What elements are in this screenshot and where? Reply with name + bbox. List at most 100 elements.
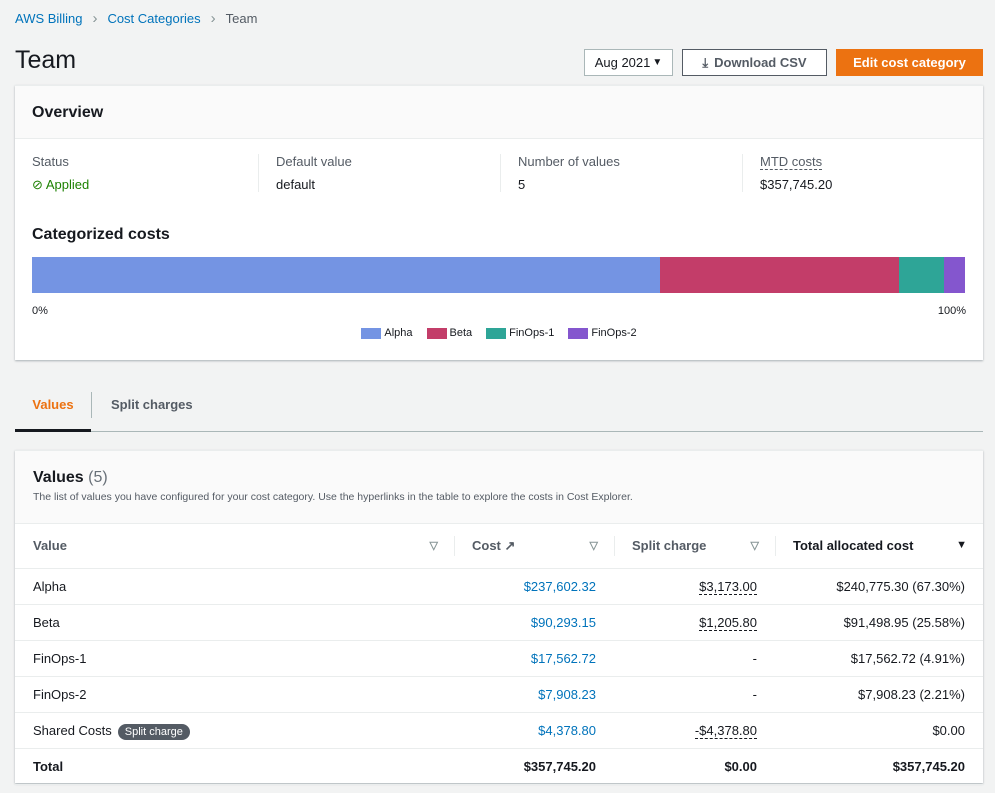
total-allocated-cell: $91,498.95 (25.58%): [775, 604, 983, 641]
total-row: Total $357,745.20 $0.00 $357,745.20: [15, 748, 983, 785]
legend-item[interactable]: FinOps-2: [568, 327, 637, 339]
cost-link[interactable]: $237,602.32: [523, 578, 596, 594]
total-cost: $357,745.20: [454, 748, 614, 785]
mtd-value: $357,745.20: [760, 177, 833, 192]
tab-split-charges[interactable]: Split charges: [111, 397, 193, 412]
breadcrumb-current: Team: [225, 11, 258, 26]
cost-cell: $90,293.15: [454, 604, 614, 641]
sort-icon[interactable]: ▽: [429, 540, 438, 552]
external-link-icon: ↗: [504, 537, 516, 553]
cost-link[interactable]: $7,908.23: [538, 686, 596, 702]
legend-label: Beta: [449, 327, 473, 339]
overview-card: Overview Status ⊘ Applied Default value …: [15, 85, 983, 360]
split-value[interactable]: $3,173.00: [699, 578, 757, 595]
legend-swatch: [426, 327, 447, 339]
column-label: Value: [33, 538, 67, 554]
tab-divider: [91, 392, 92, 418]
stacked-bar: [32, 257, 965, 293]
value-cell: FinOps-1: [15, 640, 454, 677]
status-field: Status ⊘ Applied: [32, 154, 272, 193]
value-name: FinOps-2: [33, 686, 87, 702]
column-label: Total allocated cost: [793, 538, 914, 554]
column-divider: [775, 536, 776, 556]
values-table: Value ▽ Cost ↗ ▽ Split charge ▽ Total alloc…: [15, 524, 983, 785]
values-card: Values (5) The list of values you have c…: [15, 450, 983, 785]
legend-label: Alpha: [384, 327, 413, 339]
split-cell: $1,205.80: [614, 604, 775, 641]
total-allocated-cell: $17,562.72 (4.91%): [775, 640, 983, 677]
column-header-value[interactable]: Value ▽: [15, 524, 454, 569]
total-split: $0.00: [614, 748, 775, 785]
bar-segment-finops-2[interactable]: [944, 257, 965, 293]
value-name: Shared Costs: [33, 722, 112, 738]
check-circle-icon: ⊘: [32, 177, 43, 192]
period-select[interactable]: Aug 2021 ▼: [584, 49, 673, 76]
mtd-label[interactable]: MTD costs: [760, 154, 823, 170]
breadcrumb-aws-billing[interactable]: AWS Billing: [15, 11, 83, 26]
cost-link[interactable]: $17,562.72: [530, 650, 596, 666]
sort-icon[interactable]: ▽: [750, 540, 759, 552]
column-divider: [454, 536, 455, 556]
legend-swatch: [361, 327, 382, 339]
bar-segment-alpha[interactable]: [32, 257, 660, 293]
column-divider: [614, 536, 615, 556]
chart-legend: Alpha Beta FinOps-1 FinOps-2: [15, 327, 983, 339]
chevron-right-icon: ›: [92, 10, 98, 27]
legend-swatch: [486, 327, 507, 339]
tick-label-100: 100%: [937, 305, 966, 317]
default-value: default: [276, 177, 316, 192]
total-allocated-cell: $0.00: [775, 712, 983, 749]
legend-label: FinOps-1: [509, 327, 555, 339]
table-row: Beta $90,293.15 $1,205.80 $91,498.95 (25.58…: [15, 604, 983, 641]
page-title: Team: [15, 46, 77, 74]
split-value[interactable]: -$4,378.80: [694, 722, 757, 739]
bar-segment-finops-1[interactable]: [898, 257, 945, 293]
cost-link[interactable]: $4,378.80: [538, 722, 596, 738]
split-value[interactable]: $1,205.80: [699, 614, 757, 631]
table-row: FinOps-1 $17,562.72 - $17,562.72 (4.91%): [15, 640, 983, 677]
split-charge-badge: Split charge: [117, 723, 190, 740]
legend-item[interactable]: Beta: [426, 327, 473, 339]
tab-values[interactable]: Values: [15, 385, 91, 432]
bar-segment-beta[interactable]: [659, 257, 899, 293]
column-label: Split charge: [632, 538, 707, 554]
sort-icon[interactable]: ▽: [589, 540, 598, 552]
breadcrumb-cost-categories[interactable]: Cost Categories: [107, 11, 201, 26]
legend-swatch: [568, 327, 589, 339]
tick-label-0: 0%: [32, 305, 48, 317]
sort-descending-icon[interactable]: ▼: [956, 539, 967, 551]
split-value: -: [752, 686, 757, 702]
table-row: Shared Costs Split charge $4,378.80 -$4,378…: [15, 712, 983, 749]
mtd-costs-field: MTD costs $357,745.20: [742, 154, 982, 192]
value-cell: Alpha: [15, 568, 454, 605]
table-row: Alpha $237,602.32 $3,173.00 $240,775.30 (67…: [15, 568, 983, 605]
breadcrumb: AWS Billing › Cost Categories › Team: [15, 10, 257, 27]
count-value: 5: [518, 177, 526, 192]
edit-cost-category-button[interactable]: Edit cost category: [836, 49, 983, 76]
column-header-total[interactable]: Total allocated cost ▼: [775, 524, 983, 569]
legend-item[interactable]: FinOps-1: [486, 327, 554, 339]
table-row: FinOps-2 $7,908.23 - $7,908.23 (2.21%): [15, 676, 983, 713]
status-label: Status: [32, 154, 69, 169]
period-value: Aug 2021: [594, 55, 651, 70]
column-header-split-charge[interactable]: Split charge ▽: [614, 524, 775, 569]
values-heading: Values: [33, 469, 84, 486]
column-header-cost[interactable]: Cost ↗ ▽: [454, 524, 614, 569]
number-of-values-field: Number of values 5: [500, 154, 740, 192]
cost-cell: $237,602.32: [454, 568, 614, 605]
default-value-field: Default value default: [258, 154, 498, 192]
caret-down-icon: ▼: [652, 57, 663, 68]
split-cell: $3,173.00: [614, 568, 775, 605]
total-label: Total: [15, 748, 454, 785]
cost-link[interactable]: $90,293.15: [530, 614, 596, 630]
total-allocated-cell: $7,908.23 (2.21%): [775, 676, 983, 713]
chevron-right-icon: ›: [210, 10, 216, 27]
download-csv-button[interactable]: ⤓ Download CSV: [682, 49, 827, 76]
value-cell: Beta: [15, 604, 454, 641]
split-cell: -: [614, 640, 775, 677]
value-name: FinOps-1: [33, 650, 87, 666]
legend-label: FinOps-2: [591, 327, 637, 339]
legend-item[interactable]: Alpha: [361, 327, 413, 339]
split-cell: -: [614, 676, 775, 713]
value-cell: FinOps-2: [15, 676, 454, 713]
